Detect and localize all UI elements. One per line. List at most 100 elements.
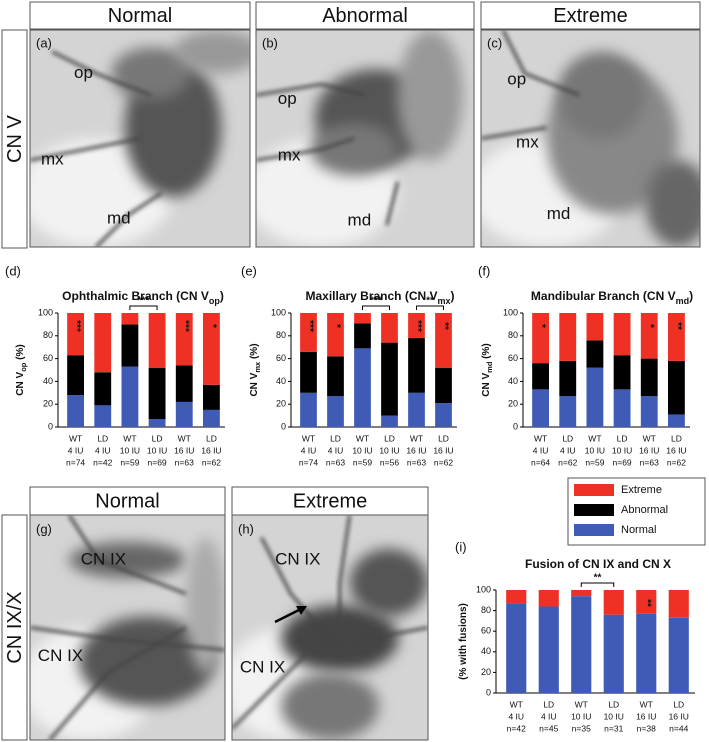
- x-tick-label: 4 IU: [541, 711, 557, 721]
- x-tick-label: n=59: [120, 457, 139, 467]
- x-tick-label: 4 IU: [560, 445, 576, 455]
- y-tick-label: 0: [48, 421, 53, 431]
- y-tick-label: 80: [481, 605, 491, 615]
- x-tick-label: LD: [206, 433, 217, 443]
- image-label: mx: [516, 132, 539, 151]
- image-label: CN IX: [81, 549, 126, 568]
- y-tick-label: 0: [513, 421, 518, 431]
- nerve: [481, 126, 547, 140]
- bar-segment: [668, 590, 689, 618]
- heading-box: [255, 1, 475, 30]
- x-tick-label: LD: [608, 699, 619, 709]
- x-tick-label: 10 IU: [612, 445, 632, 455]
- x-tick-label: n=31: [604, 723, 623, 733]
- bar-segment: [175, 365, 193, 402]
- heading-box: [1, 514, 28, 741]
- bar-segment: [148, 313, 166, 368]
- x-tick-label: n=42: [93, 457, 112, 467]
- x-tick-label: LD: [562, 433, 573, 443]
- significance-star: **: [642, 599, 653, 607]
- bar-segment: [354, 323, 371, 349]
- bar-segment: [613, 389, 631, 427]
- bar-segment: [94, 405, 112, 427]
- heading-box: [29, 1, 251, 30]
- bar-segment: [667, 313, 685, 361]
- bar-segment: [148, 367, 166, 420]
- bar-segment: [94, 372, 112, 406]
- chart-title-part: Ophthalmic Branch (CN V: [62, 289, 209, 303]
- bar-segment: [586, 313, 604, 341]
- bar-segment: [354, 348, 371, 427]
- micrograph: [30, 515, 225, 740]
- chart-title-part: Maxillary Branch (CN V: [305, 289, 437, 303]
- legend-swatch: [574, 484, 614, 496]
- bar-segment: [538, 606, 559, 693]
- y-axis-label-part: CN V: [481, 373, 492, 397]
- nerve: [338, 515, 352, 628]
- y-tick-label: 20: [276, 399, 286, 409]
- tissue: [397, 30, 464, 161]
- bar-segment: [532, 363, 550, 390]
- y-tick-label: 60: [276, 353, 286, 363]
- x-tick-label: 16 IU: [433, 445, 453, 455]
- x-tick-label: n=56: [380, 457, 399, 467]
- comparison-bracket: [416, 305, 444, 310]
- micrograph-border: [29, 514, 226, 741]
- y-tick-label: 20: [43, 399, 53, 409]
- bar-segment: [121, 313, 139, 325]
- comparison-label: **: [426, 296, 434, 307]
- bar-segment: [354, 313, 371, 324]
- panel-heading: Normal: [108, 5, 172, 27]
- bar-segment: [202, 313, 220, 385]
- x-tick-label: n=35: [572, 723, 591, 733]
- nerve: [501, 30, 581, 97]
- x-tick-label: 4 IU: [508, 711, 524, 721]
- x-tick-label: LD: [152, 433, 163, 443]
- bar-segment: [175, 401, 193, 427]
- significance-star: ***: [412, 320, 423, 332]
- x-tick-label: WT: [123, 433, 136, 443]
- x-tick-label: WT: [302, 433, 315, 443]
- y-tick-label: 100: [476, 584, 491, 594]
- bar-segment: [202, 409, 220, 427]
- x-tick-label: 16 IU: [174, 445, 194, 455]
- x-tick-label: 10 IU: [147, 445, 167, 455]
- x-tick-label: n=74: [299, 457, 318, 467]
- bar-segment: [175, 313, 193, 366]
- y-axis-label: CN Vop (%): [15, 344, 29, 395]
- bar-segment: [667, 414, 685, 427]
- x-tick-label: 10 IU: [585, 445, 605, 455]
- panel-tag: (e): [241, 263, 257, 278]
- x-tick-label: n=63: [175, 457, 194, 467]
- x-tick-label: n=59: [353, 457, 372, 467]
- y-tick-label: 20: [481, 667, 491, 677]
- x-tick-label: WT: [410, 433, 423, 443]
- comparison-bracket: [362, 305, 390, 310]
- x-tick-label: n=59: [585, 457, 604, 467]
- x-tick-label: n=38: [637, 723, 656, 733]
- arrow-head: [296, 606, 307, 615]
- y-axis-label-part: mx: [253, 361, 262, 373]
- panel-tag: (d): [5, 263, 21, 278]
- nerve: [256, 137, 355, 162]
- nerve: [30, 137, 141, 162]
- bar-segment: [435, 313, 452, 368]
- side-label: CN V: [4, 114, 26, 162]
- y-tick-label: 100: [503, 307, 518, 317]
- significance-star: ***: [304, 320, 315, 332]
- bar-segment: [538, 590, 559, 607]
- y-axis-label: CN Vmx (%): [249, 343, 263, 396]
- x-tick-label: 16 IU: [639, 445, 659, 455]
- tissue: [281, 605, 399, 673]
- bar-segment: [121, 366, 139, 427]
- bar-segment: [381, 415, 398, 427]
- y-tick-label: 60: [43, 353, 53, 363]
- x-tick-label: WT: [510, 699, 523, 709]
- y-tick-label: 80: [43, 330, 53, 340]
- y-tick-label: 60: [508, 353, 518, 363]
- bar-segment: [408, 338, 425, 393]
- legend-label: Abnormal: [621, 504, 668, 516]
- panel-tag: (b): [262, 35, 278, 50]
- nerve: [232, 626, 428, 730]
